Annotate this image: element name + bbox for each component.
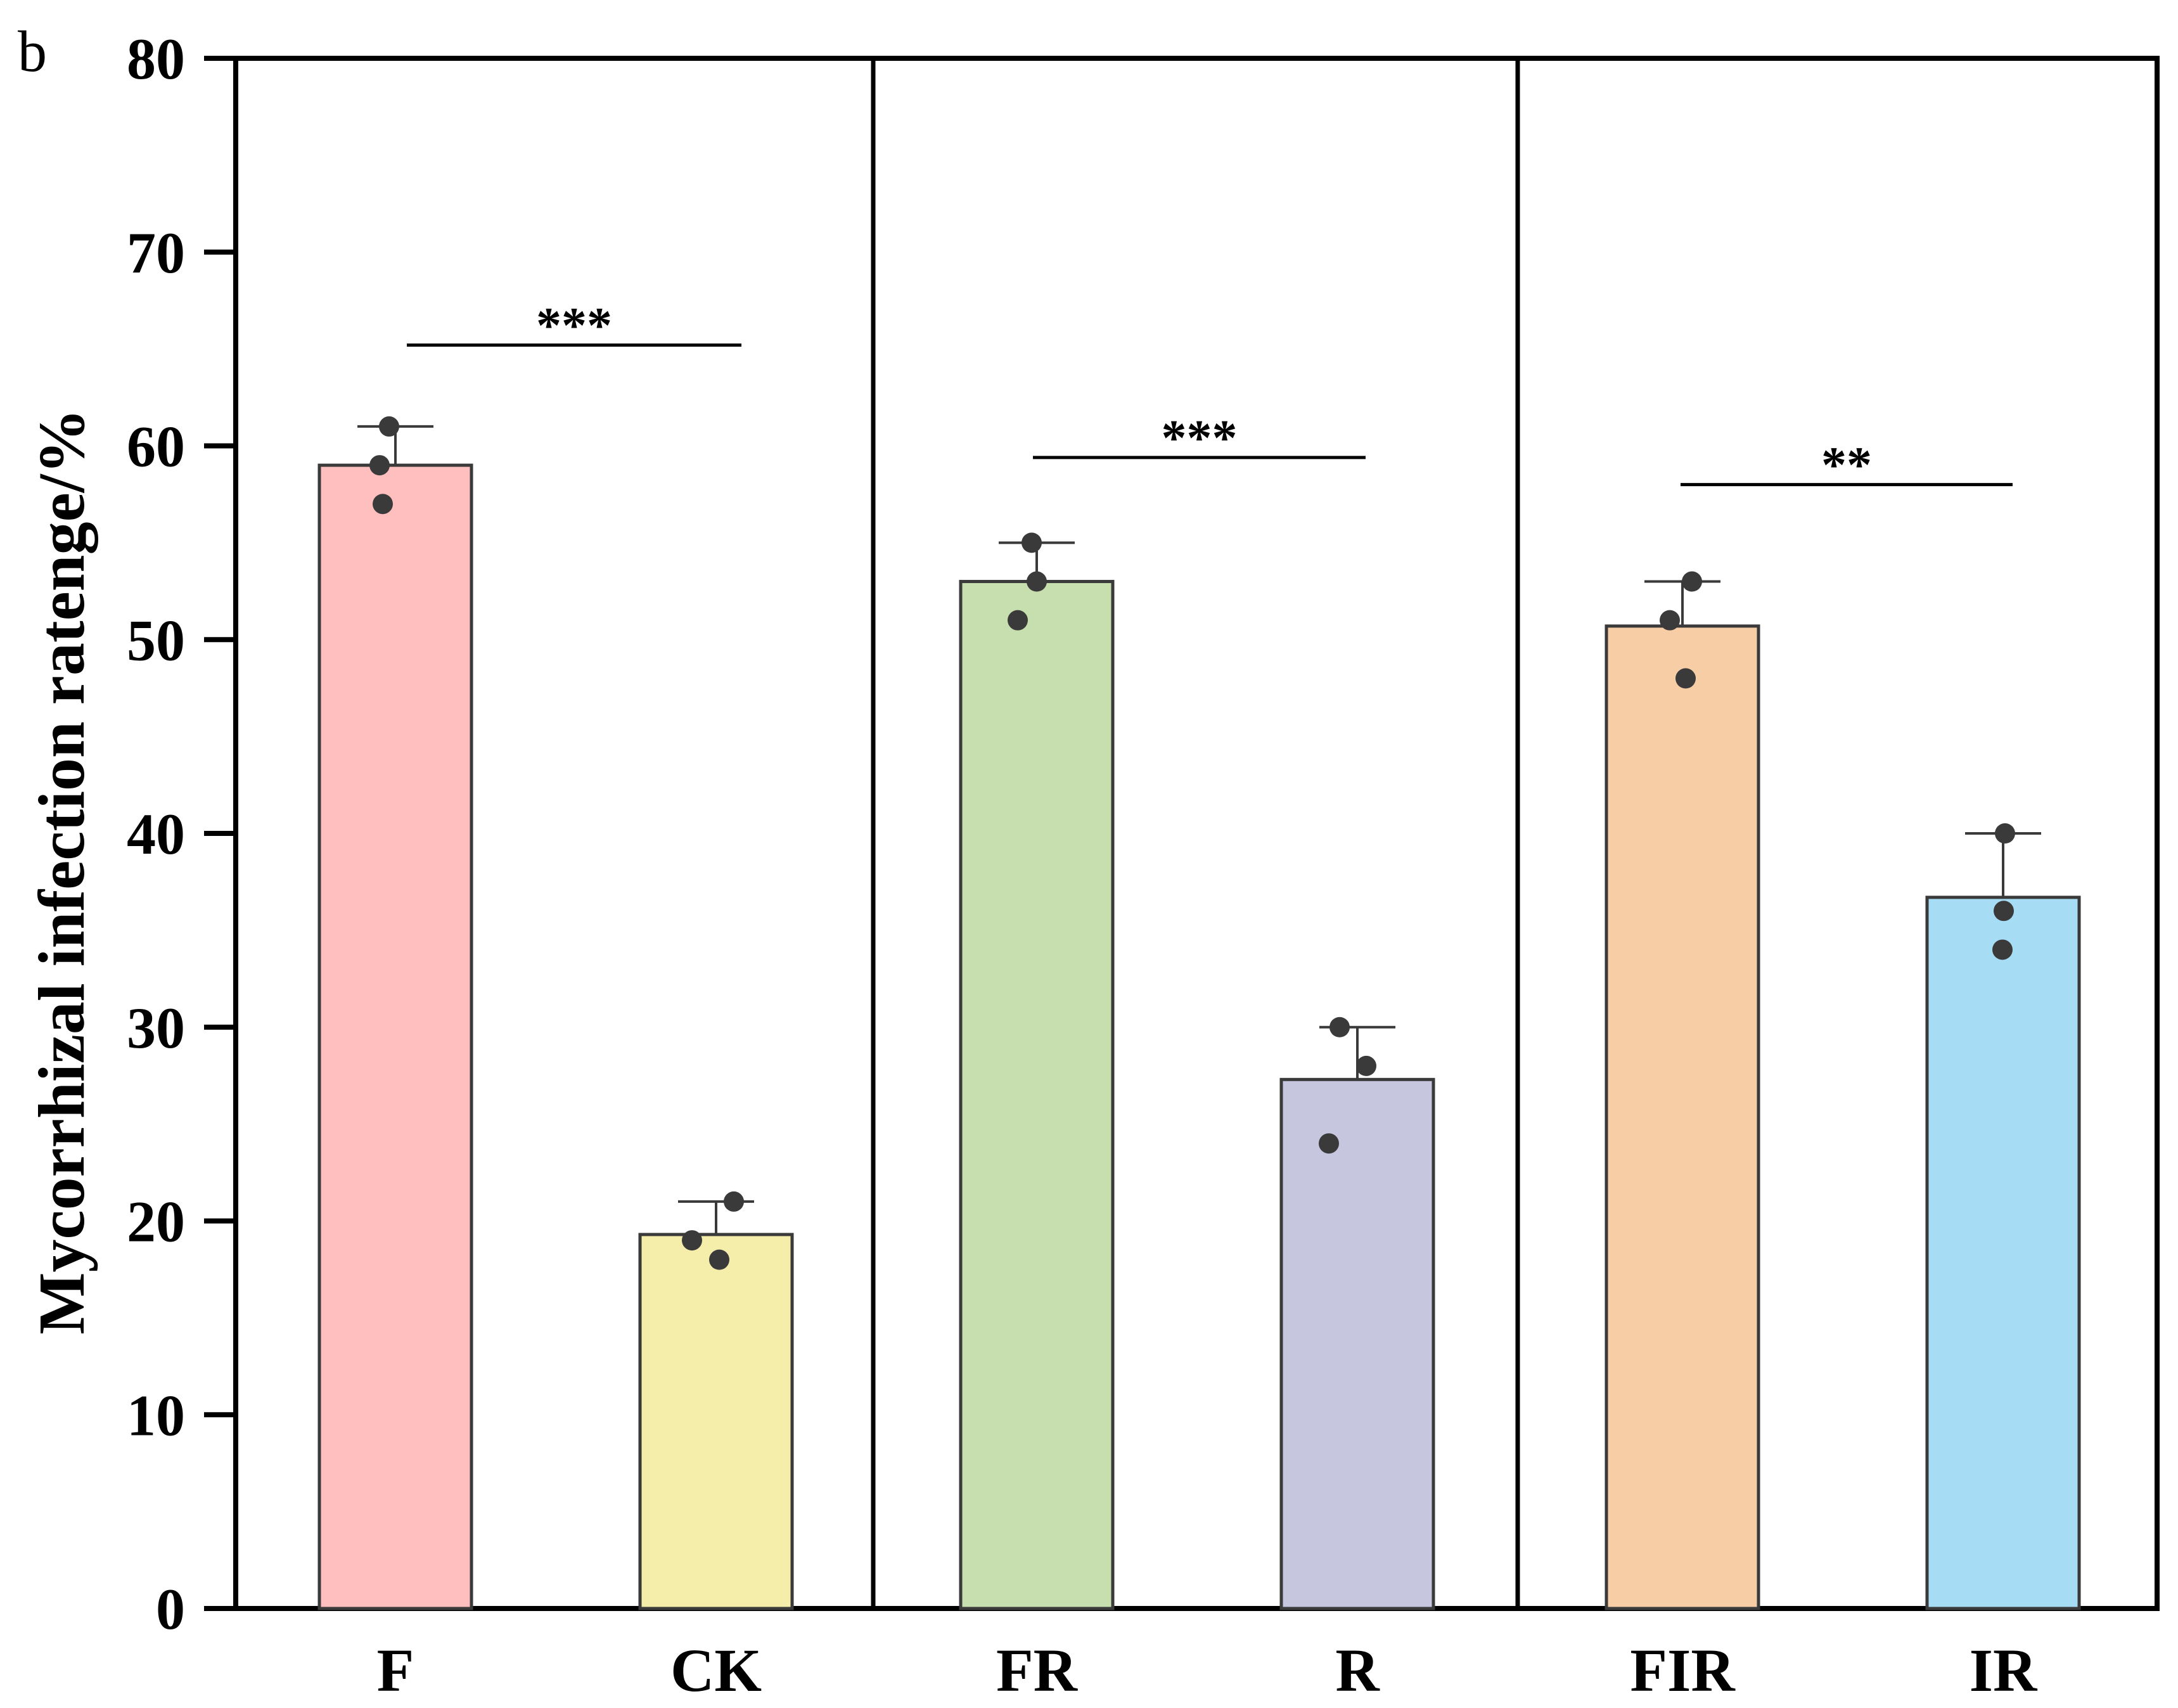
data-point-fr: [1008, 610, 1028, 631]
bar-fr: [959, 580, 1115, 1610]
data-point-r: [1319, 1133, 1339, 1154]
data-point-f: [369, 455, 390, 476]
bar-f: [317, 463, 473, 1610]
plot-frame: [233, 56, 2160, 1611]
y-tick-label: 30: [127, 996, 185, 1060]
x-tick-label-r: R: [1335, 1636, 1380, 1704]
y-tick-label: 20: [127, 1190, 185, 1254]
y-tick-label: 60: [127, 414, 185, 479]
bar-fir: [1605, 624, 1760, 1610]
y-tick-label: 40: [127, 802, 185, 866]
bar-ck: [638, 1233, 794, 1610]
y-tick-label: 10: [127, 1383, 185, 1448]
x-tick-label-fr: FR: [996, 1636, 1079, 1704]
significance-label: ***: [536, 299, 612, 354]
data-point-ck: [724, 1191, 744, 1212]
y-axis-label: Mycorrhizal infection ratenge/%: [25, 408, 98, 1334]
data-point-ir: [1992, 939, 2013, 960]
data-point-fr: [1022, 532, 1042, 553]
x-tick-label-ir: IR: [1970, 1636, 2038, 1704]
data-point-f: [379, 416, 399, 437]
bar-r: [1279, 1077, 1435, 1610]
data-point-r: [1329, 1017, 1350, 1037]
y-tick-label: 0: [156, 1577, 185, 1641]
x-tick-label-f: F: [377, 1636, 414, 1704]
data-points: [369, 416, 2015, 1270]
y-tick-label: 80: [127, 27, 185, 91]
data-point-ck: [709, 1249, 729, 1270]
panel-groups: [233, 56, 2160, 1611]
bars: [317, 425, 2081, 1610]
data-point-ck: [682, 1230, 702, 1251]
x-tick-label-fir: FIR: [1630, 1636, 1736, 1704]
data-point-ir: [1995, 823, 2015, 844]
data-point-fir: [1682, 571, 1702, 592]
panel-label: b: [18, 19, 47, 84]
significance-label: ***: [1162, 411, 1238, 466]
data-point-f: [373, 494, 393, 515]
data-point-fir: [1660, 610, 1680, 631]
data-point-r: [1356, 1055, 1376, 1076]
y-tick-label: 70: [127, 221, 185, 285]
data-point-fr: [1027, 571, 1047, 592]
bar-ir: [1925, 896, 2081, 1610]
x-tick-label-ck: CK: [670, 1636, 762, 1704]
significance-label: **: [1821, 438, 1872, 494]
data-point-ir: [1994, 901, 2014, 921]
y-axis: 0 10 20 30 40 50 60 70 80: [127, 27, 236, 1641]
significance-annotations: ****** **: [407, 299, 2013, 494]
x-axis-labels: F CK FR R FIR IR: [377, 1636, 2038, 1704]
y-tick-label: 50: [127, 608, 185, 672]
data-point-fir: [1675, 668, 1696, 689]
